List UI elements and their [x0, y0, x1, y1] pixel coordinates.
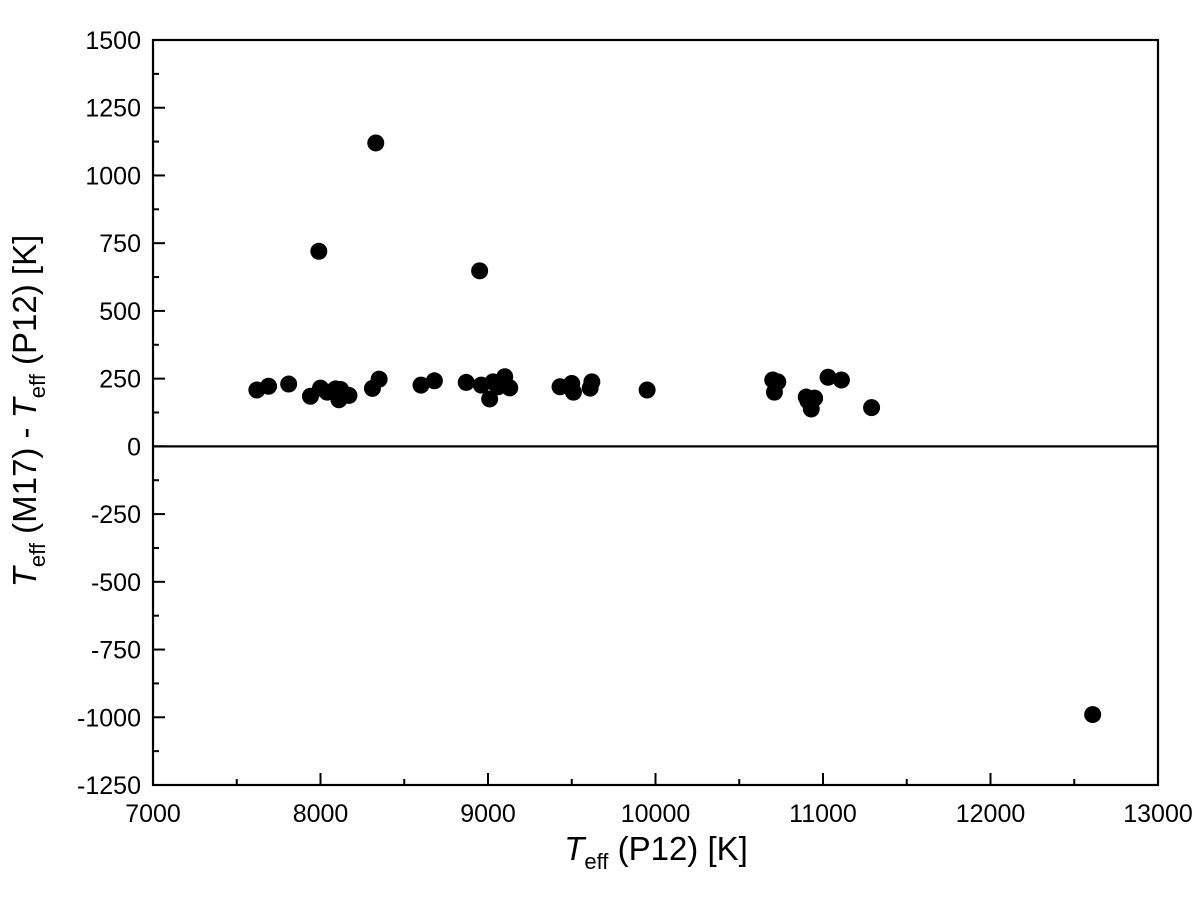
y-tick-label: -750 [91, 637, 141, 665]
y-axis-title-symbol-2: T [6, 395, 43, 418]
y-axis-title-rest: (P12) [K] [6, 235, 43, 374]
data-point [638, 381, 656, 399]
data-point [832, 371, 850, 389]
data-point [412, 376, 430, 394]
x-tick-label: 11000 [789, 800, 857, 828]
x-tick-label: 9000 [460, 800, 516, 828]
y-axis-title-subscript-1: eff [25, 542, 50, 567]
x-axis-title-symbol: T [564, 830, 587, 867]
y-tick-label: -250 [91, 501, 141, 529]
data-point [280, 375, 298, 393]
y-tick-label: 750 [99, 230, 141, 258]
data-point [1084, 706, 1102, 724]
tick-labels: 7000 8000 9000 10000 11000 12000 13000-1250-10… [77, 27, 1193, 828]
data-point [863, 399, 881, 417]
y-axis-title-symbol-1: T [6, 564, 43, 587]
data-point [310, 242, 328, 260]
x-axis-title: Teff (P12) [K] [564, 830, 748, 874]
y-tick-label: 1500 [85, 27, 141, 55]
x-tick-label: 12000 [956, 800, 1026, 828]
x-tick-label: 13000 [1123, 800, 1193, 828]
x-axis-title-subscript: eff [584, 849, 609, 874]
data-point [260, 377, 278, 395]
data-point [471, 262, 489, 280]
plot-frame [151, 38, 1160, 787]
x-tick-label: 10000 [621, 800, 691, 828]
y-axis-title: Teff (M17) - Teff (P12) [K] [6, 235, 50, 588]
data-point [769, 373, 787, 391]
data-point [370, 370, 388, 388]
y-axis-title-subscript-2: eff [25, 373, 50, 398]
data-points [248, 134, 1102, 724]
data-point [583, 373, 601, 391]
y-tick-label: 0 [127, 433, 141, 461]
data-point [564, 383, 582, 401]
axis-ticks [152, 39, 1159, 786]
y-tick-label: 250 [99, 366, 141, 394]
y-axis-title-middle: (M17) - [6, 418, 43, 543]
x-tick-label: 8000 [293, 800, 349, 828]
data-point [457, 373, 475, 391]
data-point [819, 368, 837, 386]
x-axis-title-rest: (P12) [K] [608, 830, 747, 867]
data-point [481, 390, 499, 408]
y-tick-label: 500 [99, 298, 141, 326]
data-point [806, 389, 824, 407]
y-tick-label: 1000 [85, 162, 141, 190]
y-tick-label: -1250 [77, 772, 141, 800]
y-tick-label: -1000 [77, 704, 141, 732]
data-point [425, 372, 443, 390]
data-point [340, 386, 358, 404]
x-tick-label: 7000 [125, 800, 181, 828]
data-point [501, 379, 519, 397]
data-point [367, 134, 385, 152]
y-tick-label: 1250 [85, 95, 141, 123]
y-tick-label: -500 [91, 569, 141, 597]
